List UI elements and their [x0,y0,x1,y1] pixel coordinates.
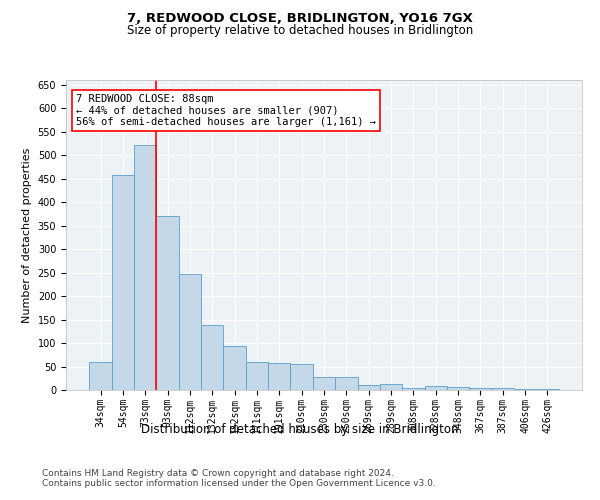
Bar [447,386,469,390]
Text: Distribution of detached houses by size in Bridlington: Distribution of detached houses by size … [141,422,459,436]
Bar [112,175,134,390]
Text: Size of property relative to detached houses in Bridlington: Size of property relative to detached ho… [127,24,473,37]
Y-axis label: Number of detached properties: Number of detached properties [22,148,32,322]
Bar [201,325,223,390]
Text: 7, REDWOOD CLOSE, BRIDLINGTON, YO16 7GX: 7, REDWOOD CLOSE, BRIDLINGTON, YO16 7GX [127,12,473,26]
Bar [536,388,559,390]
Bar [223,346,246,390]
Bar [335,378,358,390]
Bar [402,388,425,390]
Bar [514,388,536,390]
Bar [134,145,157,390]
Bar [425,386,447,390]
Bar [469,388,491,390]
Bar [358,386,380,390]
Bar [246,362,268,390]
Bar [491,388,514,390]
Text: 7 REDWOOD CLOSE: 88sqm
← 44% of detached houses are smaller (907)
56% of semi-de: 7 REDWOOD CLOSE: 88sqm ← 44% of detached… [76,94,376,127]
Text: Contains HM Land Registry data © Crown copyright and database right 2024.: Contains HM Land Registry data © Crown c… [42,469,394,478]
Bar [290,364,313,390]
Text: Contains public sector information licensed under the Open Government Licence v3: Contains public sector information licen… [42,479,436,488]
Bar [380,384,402,390]
Bar [157,216,179,390]
Bar [179,274,201,390]
Bar [89,362,112,390]
Bar [268,363,290,390]
Bar [313,378,335,390]
